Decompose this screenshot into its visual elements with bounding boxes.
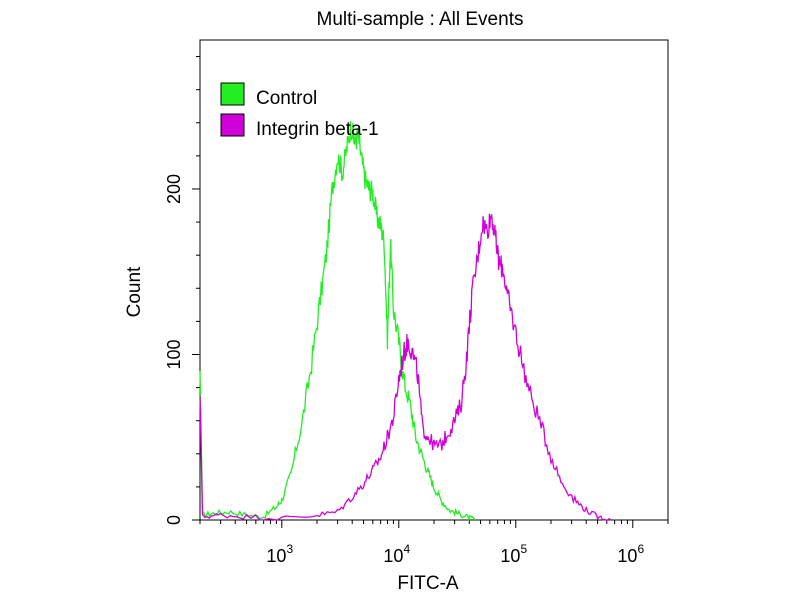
plot-frame — [199, 39, 669, 521]
x-tick-exponent: 4 — [403, 542, 410, 556]
legend-item-control: Control — [220, 82, 317, 109]
x-tick-label: 106 — [617, 542, 644, 566]
y-tick-label: 0 — [164, 515, 184, 525]
x-tick-label: 105 — [500, 542, 527, 566]
axis-ticks — [192, 56, 669, 528]
x-tick-exponent: 5 — [520, 542, 527, 556]
legend: Control Integrin beta-1 — [220, 82, 379, 140]
legend-label-integrin-beta-1: Integrin beta-1 — [256, 119, 379, 140]
x-tick-label: 103 — [266, 542, 293, 566]
x-tick-base: 10 — [266, 546, 286, 566]
chart-title: Multi-sample : All Events — [317, 9, 524, 30]
legend-swatch-integrin-beta-1 — [220, 113, 245, 137]
y-tick-label: 100 — [164, 339, 184, 369]
x-axis-label: FITC-A — [397, 573, 459, 594]
y-tick-label: 200 — [164, 174, 184, 204]
legend-swatch-control — [220, 82, 245, 106]
x-tick-base: 10 — [383, 546, 403, 566]
x-tick-exponent: 6 — [637, 542, 644, 556]
series-line-integrin-beta-1 — [199, 213, 612, 521]
x-tick-label: 104 — [383, 542, 410, 566]
x-tick-exponent: 3 — [286, 542, 293, 556]
y-axis-label: Count — [124, 266, 145, 317]
series-layer — [199, 121, 612, 523]
x-tick-base: 10 — [617, 546, 637, 566]
legend-item-integrin-beta-1: Integrin beta-1 — [220, 113, 379, 140]
x-tick-base: 10 — [500, 546, 520, 566]
legend-label-control: Control — [256, 88, 317, 109]
series-line-control — [199, 121, 476, 523]
